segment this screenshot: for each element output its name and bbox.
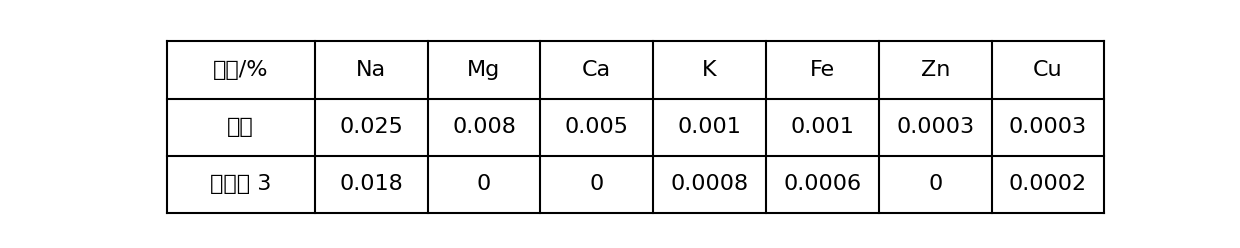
Text: Zn: Zn (920, 60, 950, 80)
Text: 含量/%: 含量/% (213, 60, 268, 80)
Text: 0.025: 0.025 (340, 117, 403, 137)
Text: 行标: 行标 (227, 117, 254, 137)
Text: 0.0003: 0.0003 (897, 117, 975, 137)
Text: 0.005: 0.005 (564, 117, 629, 137)
Text: Cu: Cu (1033, 60, 1063, 80)
Text: Fe: Fe (810, 60, 835, 80)
Text: 0: 0 (477, 174, 491, 194)
Text: 0.0003: 0.0003 (1009, 117, 1087, 137)
Text: 0.001: 0.001 (678, 117, 742, 137)
Text: 0: 0 (590, 174, 604, 194)
Text: 0.018: 0.018 (340, 174, 403, 194)
Text: K: K (702, 60, 717, 80)
Text: 0.0008: 0.0008 (671, 174, 749, 194)
Text: 0.0006: 0.0006 (784, 174, 862, 194)
Text: Ca: Ca (583, 60, 611, 80)
Text: 实施例 3: 实施例 3 (210, 174, 272, 194)
Text: Na: Na (356, 60, 386, 80)
Text: 0.0002: 0.0002 (1009, 174, 1087, 194)
Text: 0: 0 (928, 174, 942, 194)
Text: 0.008: 0.008 (453, 117, 516, 137)
Text: 0.001: 0.001 (790, 117, 854, 137)
Text: Mg: Mg (467, 60, 501, 80)
